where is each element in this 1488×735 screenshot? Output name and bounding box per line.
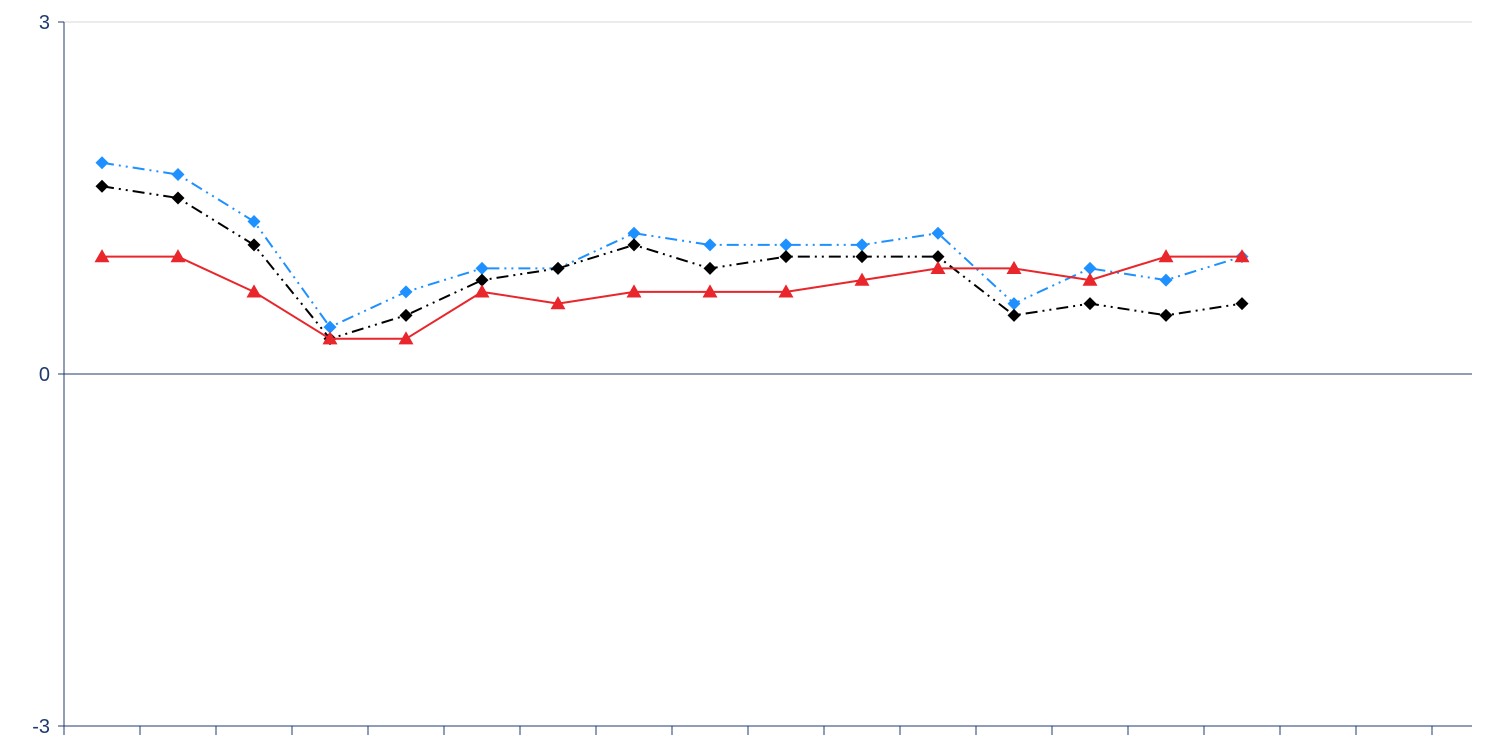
data-point	[551, 261, 565, 275]
y-tick-label: 3	[39, 12, 50, 34]
data-point	[475, 273, 489, 287]
data-point	[1235, 297, 1249, 311]
series-lines	[94, 156, 1250, 346]
data-point	[1006, 260, 1022, 275]
series-line	[102, 255, 1242, 340]
series-2	[95, 179, 1249, 346]
series-line	[101, 161, 1243, 329]
data-point	[702, 284, 718, 298]
data-point	[171, 191, 185, 205]
data-point	[703, 261, 717, 275]
data-point	[95, 156, 109, 170]
data-point	[95, 179, 109, 193]
data-point	[170, 249, 186, 263]
data-point	[322, 331, 338, 345]
data-point	[247, 214, 261, 228]
data-point	[626, 284, 642, 298]
data-point	[399, 285, 413, 299]
data-point	[627, 226, 641, 240]
data-point	[474, 284, 490, 298]
y-tick-labels: 3 0 -3	[32, 12, 50, 735]
data-point	[399, 308, 413, 322]
data-point	[550, 296, 566, 310]
data-point	[627, 238, 641, 252]
data-point	[398, 331, 414, 345]
data-point	[323, 320, 337, 334]
data-point	[1007, 297, 1021, 311]
data-point	[1083, 261, 1097, 275]
data-point	[930, 260, 946, 275]
data-point	[931, 226, 945, 240]
data-point	[171, 168, 185, 182]
data-point	[1234, 249, 1250, 263]
axes	[58, 21, 1472, 735]
series-line	[101, 185, 1243, 340]
data-point	[1007, 308, 1021, 322]
data-point	[246, 284, 262, 298]
data-point	[1158, 249, 1174, 263]
y-tick-label: 0	[39, 364, 50, 386]
data-point	[1159, 308, 1173, 322]
data-point	[779, 250, 793, 264]
series-1	[95, 156, 1249, 334]
data-point	[855, 250, 869, 264]
data-point	[778, 284, 794, 298]
y-tick-label: -3	[32, 716, 50, 735]
data-point	[855, 238, 869, 252]
data-point	[475, 261, 489, 275]
data-point	[1083, 297, 1097, 311]
data-point	[931, 250, 945, 264]
data-point	[94, 249, 110, 263]
data-point	[854, 272, 870, 286]
data-point	[247, 238, 261, 252]
data-point	[703, 238, 717, 252]
data-point	[1159, 273, 1173, 287]
series-3	[94, 249, 1250, 345]
data-point	[1082, 272, 1098, 286]
data-point	[779, 238, 793, 252]
